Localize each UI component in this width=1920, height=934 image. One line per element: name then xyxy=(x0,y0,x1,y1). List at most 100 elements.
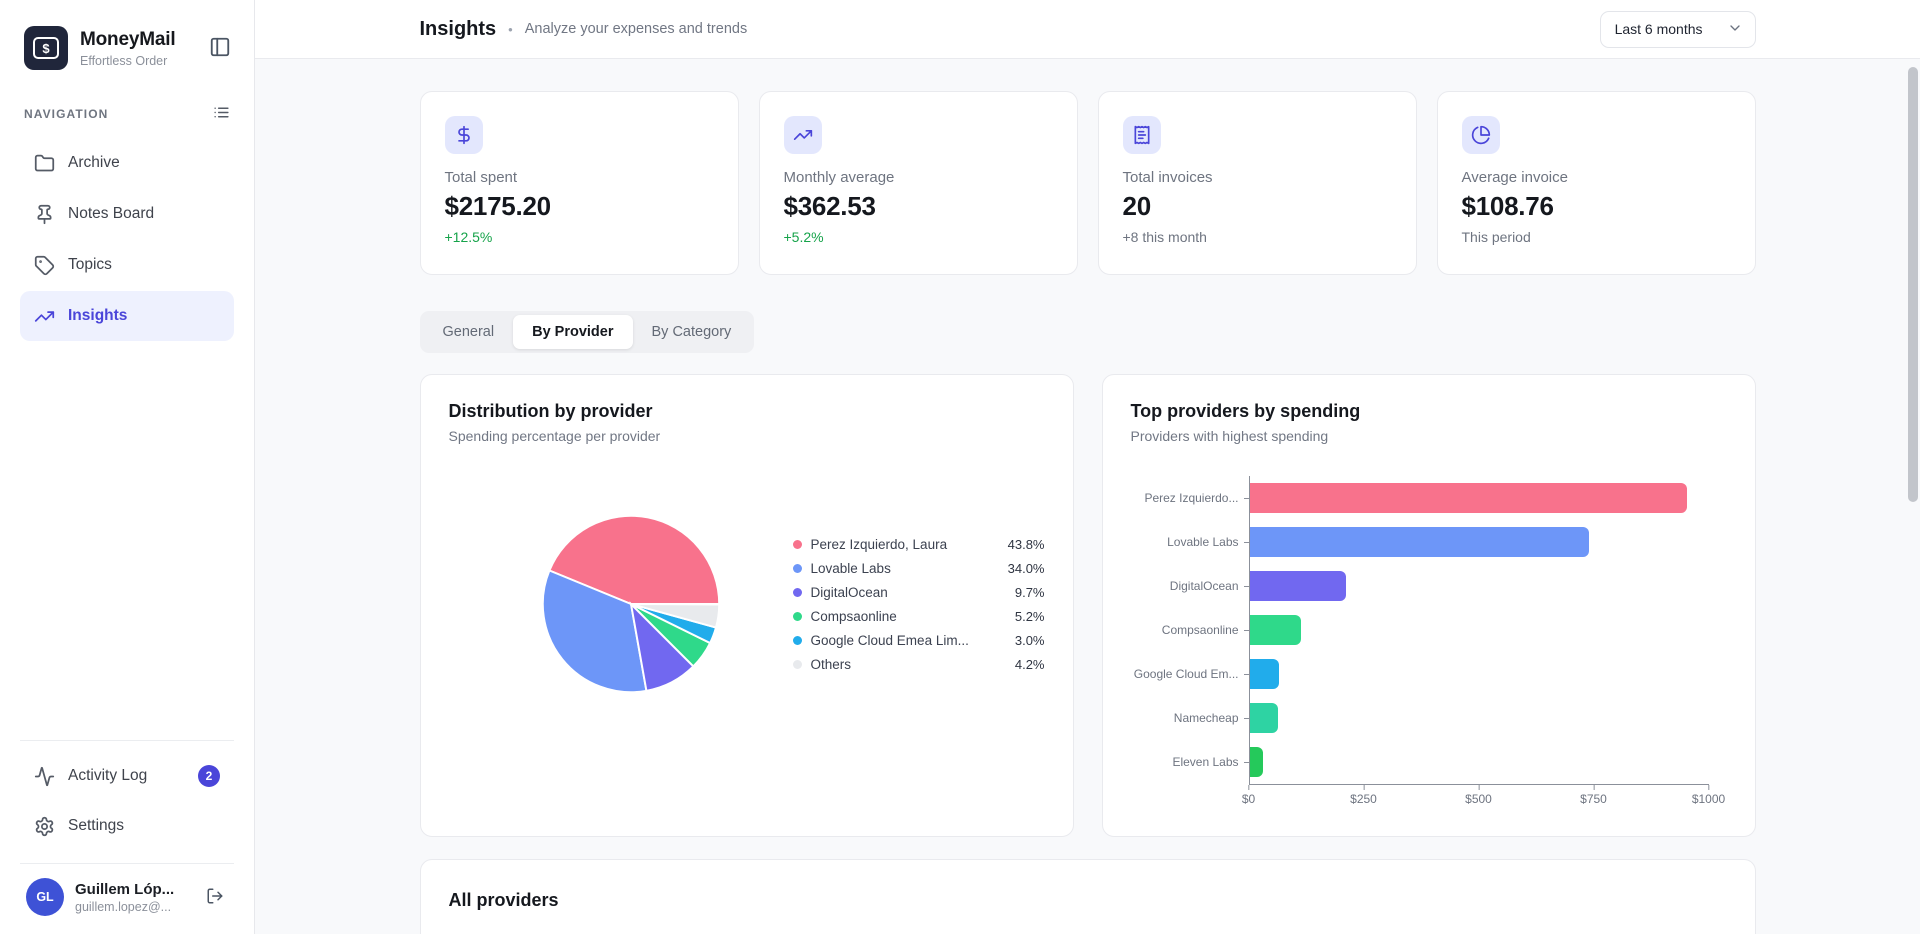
legend-item-lovable-labs: Lovable Labs 34.0% xyxy=(792,556,1045,580)
sidebar-item-topics[interactable]: Topics xyxy=(20,240,234,290)
pie-chart-card: Distribution by provider Spending percen… xyxy=(419,374,1074,837)
stat-card-average-invoice: Average invoice $108.76 This period xyxy=(1436,91,1756,275)
legend-dot xyxy=(792,611,802,621)
bar-category-label: Namecheap xyxy=(1131,696,1249,740)
bar-category-label: Compsaonline xyxy=(1131,608,1249,652)
legend-item-google-cloud-emea-lim: Google Cloud Emea Lim... 3.0% xyxy=(792,628,1045,652)
sidebar-item-archive[interactable]: Archive xyxy=(20,138,234,188)
content: Total spent $2175.20 +12.5% Monthly aver… xyxy=(419,59,1756,934)
stat-label: Total invoices xyxy=(1122,169,1213,186)
folder-icon xyxy=(34,154,55,171)
sidebar-item-label: Notes Board xyxy=(68,205,155,222)
stat-label: Monthly average xyxy=(783,169,895,186)
bar-cell xyxy=(1248,520,1709,564)
user-profile[interactable]: GL Guillem Lóp... guillem.lopez@... xyxy=(20,863,234,920)
legend-label: Compsaonline xyxy=(810,608,897,624)
bar-category-label: Lovable Labs xyxy=(1131,520,1249,564)
sidebar-footer: Activity Log 2 Settings GL Guillem Lóp..… xyxy=(0,740,254,934)
pie-slice-perez-izquierdo-laura xyxy=(547,514,720,605)
tab-general[interactable]: General xyxy=(442,324,495,340)
nav-section: NAVIGATION Archive Notes Board Topics In… xyxy=(0,90,254,740)
legend-label: DigitalOcean xyxy=(810,584,888,600)
tab-by-category[interactable]: By Category xyxy=(651,324,732,340)
footer-list: Activity Log 2 Settings xyxy=(20,751,234,851)
settings-icon xyxy=(35,816,54,836)
page-subtitle: Analyze your expenses and trends xyxy=(524,21,748,37)
legend-label: Perez Izquierdo, Laura xyxy=(810,536,948,552)
bar-compsaonline xyxy=(1249,615,1302,645)
x-tick-label: $0 xyxy=(1241,785,1256,806)
bar-card-title: Top providers by spending xyxy=(1130,401,1361,421)
logout-icon xyxy=(206,887,224,908)
user-name: Guillem Lóp... xyxy=(75,880,175,898)
all-providers-title: All providers xyxy=(448,890,559,910)
pie-chart xyxy=(541,514,720,694)
stat-value: $108.76 xyxy=(1461,191,1554,221)
stat-delta: +12.5% xyxy=(444,229,493,245)
bar-card-subtitle: Providers with highest spending xyxy=(1130,428,1329,444)
scrollbar-thumb[interactable] xyxy=(1908,67,1918,502)
x-tick-label: $500 xyxy=(1465,785,1492,806)
bar-cell xyxy=(1248,608,1709,652)
app-tagline: Effortless Order xyxy=(80,53,168,68)
main-area: Insights • Analyze your expenses and tre… xyxy=(255,0,1920,934)
sidebar-item-insights[interactable]: Insights xyxy=(20,291,234,341)
period-select[interactable]: Last 6 months xyxy=(1599,10,1756,48)
bar-cell xyxy=(1248,564,1709,608)
bar-eleven-labs xyxy=(1249,747,1263,777)
sidebar-item-label: Settings xyxy=(68,817,125,834)
chevron-down-icon xyxy=(1729,24,1740,31)
legend-dot xyxy=(792,659,802,669)
legend-item-compsaonline: Compsaonline 5.2% xyxy=(792,604,1045,628)
page-title: Insights xyxy=(419,17,497,40)
bar-category-label: Google Cloud Em... xyxy=(1131,652,1249,696)
legend-value: 43.8% xyxy=(1007,536,1045,552)
legend-dot xyxy=(792,635,802,645)
bar-google-cloud-em xyxy=(1249,659,1280,689)
logout-button[interactable] xyxy=(202,883,228,912)
legend-value: 3.0% xyxy=(1014,632,1045,648)
sidebar-item-label: Archive xyxy=(68,154,120,171)
page-header: Insights • Analyze your expenses and tre… xyxy=(255,0,1920,59)
app-logo: $ xyxy=(24,26,68,70)
sidebar-item-activity-log[interactable]: Activity Log 2 xyxy=(20,751,234,801)
period-select-value: Last 6 months xyxy=(1614,21,1703,37)
legend-label: Others xyxy=(810,656,852,672)
trending-up-icon xyxy=(793,130,812,140)
legend-value: 4.2% xyxy=(1014,656,1045,672)
x-tick-label: $1000 xyxy=(1691,785,1726,806)
logout-icon xyxy=(207,888,223,903)
stat-value: $2175.20 xyxy=(444,191,552,221)
activity-icon xyxy=(34,766,55,786)
bar-lovable-labs xyxy=(1249,527,1589,557)
divider xyxy=(20,740,234,741)
nav-list: Archive Notes Board Topics Insights xyxy=(20,138,234,341)
sidebar-toggle-button[interactable] xyxy=(206,34,234,62)
stat-card-total-spent: Total spent $2175.20 +12.5% xyxy=(419,91,739,275)
legend-value: 9.7% xyxy=(1014,584,1045,600)
pie-slice-others xyxy=(630,603,720,629)
pie-card-title: Distribution by provider xyxy=(448,401,653,421)
bar-chart-card: Top providers by spending Providers with… xyxy=(1101,374,1756,837)
stat-card-total-invoices: Total invoices 20 +8 this month xyxy=(1097,91,1417,275)
pie-icon xyxy=(1471,125,1490,145)
pie-card-subtitle: Spending percentage per provider xyxy=(448,428,661,444)
sidebar-item-label: Activity Log xyxy=(68,767,148,784)
dollar-logo-icon: $ xyxy=(33,37,59,59)
legend-label: Lovable Labs xyxy=(810,560,891,576)
activity-log-badge: 2 xyxy=(198,765,220,787)
stat-label: Average invoice xyxy=(1461,169,1568,186)
all-providers-card: All providers xyxy=(419,859,1756,934)
bar-namecheap xyxy=(1249,703,1278,733)
sidebar-item-label: Topics xyxy=(68,256,112,273)
view-tabs: General By Provider By Category xyxy=(419,311,755,353)
legend-value: 5.2% xyxy=(1014,608,1045,624)
sidebar-item-notes-board[interactable]: Notes Board xyxy=(20,189,234,239)
nav-options-icon[interactable] xyxy=(213,104,230,124)
sidebar-item-settings[interactable]: Settings xyxy=(20,801,234,851)
tab-by-provider[interactable]: By Provider xyxy=(513,315,633,349)
title-separator: • xyxy=(508,21,513,37)
scrollbar[interactable] xyxy=(1905,0,1920,934)
stat-icon xyxy=(1461,116,1500,154)
